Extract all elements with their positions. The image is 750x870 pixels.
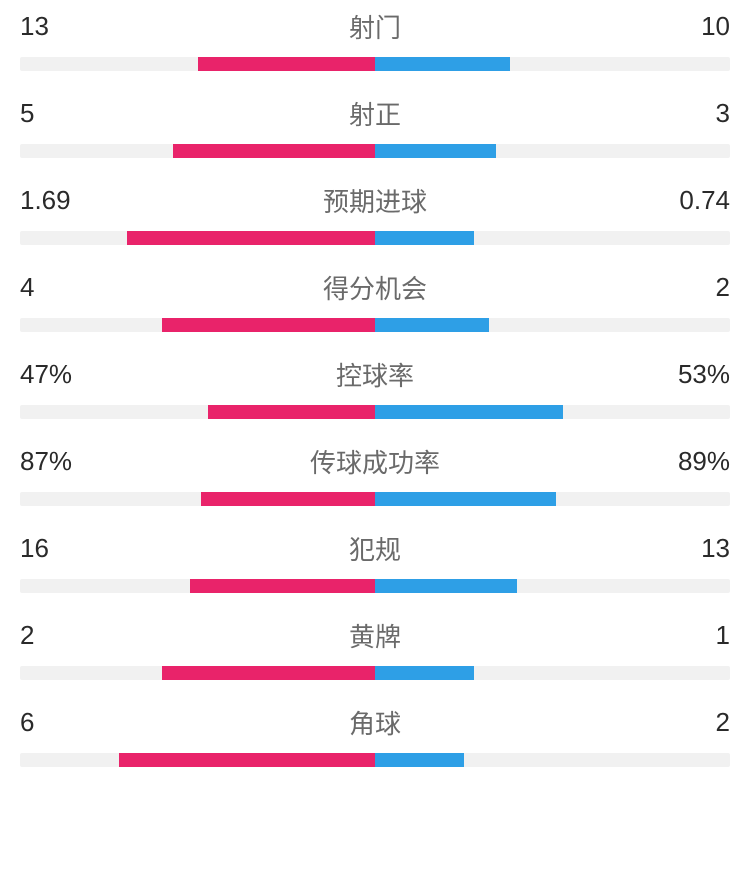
stat-bar-left — [162, 666, 375, 680]
stat-bar-right — [375, 579, 517, 593]
stat-row: 4得分机会2 — [20, 269, 730, 332]
stat-bar-right — [375, 753, 464, 767]
stat-row: 2黄牌1 — [20, 617, 730, 680]
stat-value-left: 13 — [20, 11, 100, 42]
stat-value-right: 2 — [650, 272, 730, 303]
stat-labels: 6角球2 — [20, 704, 730, 741]
stat-value-right: 2 — [650, 707, 730, 738]
stat-name: 传球成功率 — [100, 443, 650, 480]
stat-value-left: 4 — [20, 272, 100, 303]
stat-bar-right — [375, 318, 489, 332]
stat-labels: 47%控球率53% — [20, 356, 730, 393]
stat-bar-right — [375, 231, 474, 245]
stat-labels: 87%传球成功率89% — [20, 443, 730, 480]
stat-value-right: 53% — [650, 359, 730, 390]
stat-bar-track — [20, 753, 730, 767]
stat-bar-right — [375, 144, 496, 158]
stat-labels: 5射正3 — [20, 95, 730, 132]
stat-row: 6角球2 — [20, 704, 730, 767]
stat-row: 5射正3 — [20, 95, 730, 158]
stat-name: 射正 — [100, 95, 650, 132]
stat-bar-left — [162, 318, 375, 332]
stat-name: 预期进球 — [100, 182, 650, 219]
stat-value-left: 1.69 — [20, 185, 100, 216]
stat-value-left: 16 — [20, 533, 100, 564]
stat-bar-left — [127, 231, 376, 245]
stat-value-left: 47% — [20, 359, 100, 390]
stat-row: 87%传球成功率89% — [20, 443, 730, 506]
stat-value-right: 10 — [650, 11, 730, 42]
stat-bar-track — [20, 231, 730, 245]
stat-bar-track — [20, 492, 730, 506]
stat-bar-track — [20, 579, 730, 593]
stat-bar-left — [201, 492, 375, 506]
stat-bar-left — [198, 57, 376, 71]
stat-name: 犯规 — [100, 530, 650, 567]
stat-name: 黄牌 — [100, 617, 650, 654]
stat-bar-track — [20, 57, 730, 71]
stat-row: 1.69预期进球0.74 — [20, 182, 730, 245]
stat-value-left: 6 — [20, 707, 100, 738]
stat-name: 得分机会 — [100, 269, 650, 306]
stat-value-right: 1 — [650, 620, 730, 651]
stat-bar-right — [375, 492, 556, 506]
stat-value-right: 0.74 — [650, 185, 730, 216]
stat-value-right: 3 — [650, 98, 730, 129]
stat-bar-right — [375, 57, 510, 71]
stat-bar-track — [20, 405, 730, 419]
stat-labels: 1.69预期进球0.74 — [20, 182, 730, 219]
stat-bar-track — [20, 666, 730, 680]
stat-name: 射门 — [100, 8, 650, 45]
stat-value-left: 5 — [20, 98, 100, 129]
stat-bar-left — [173, 144, 375, 158]
stat-bar-right — [375, 405, 563, 419]
match-stats-panel: 13射门105射正31.69预期进球0.744得分机会247%控球率53%87%… — [0, 0, 750, 767]
stat-bar-left — [119, 753, 375, 767]
stat-value-left: 2 — [20, 620, 100, 651]
stat-bar-left — [208, 405, 375, 419]
stat-value-right: 89% — [650, 446, 730, 477]
stat-labels: 13射门10 — [20, 8, 730, 45]
stat-labels: 16犯规13 — [20, 530, 730, 567]
stat-bar-left — [190, 579, 375, 593]
stat-bar-right — [375, 666, 474, 680]
stat-name: 角球 — [100, 704, 650, 741]
stat-labels: 4得分机会2 — [20, 269, 730, 306]
stat-row: 47%控球率53% — [20, 356, 730, 419]
stat-bar-track — [20, 318, 730, 332]
stat-row: 16犯规13 — [20, 530, 730, 593]
stat-bar-track — [20, 144, 730, 158]
stat-value-right: 13 — [650, 533, 730, 564]
stat-name: 控球率 — [100, 356, 650, 393]
stat-labels: 2黄牌1 — [20, 617, 730, 654]
stat-value-left: 87% — [20, 446, 100, 477]
stat-row: 13射门10 — [20, 8, 730, 71]
